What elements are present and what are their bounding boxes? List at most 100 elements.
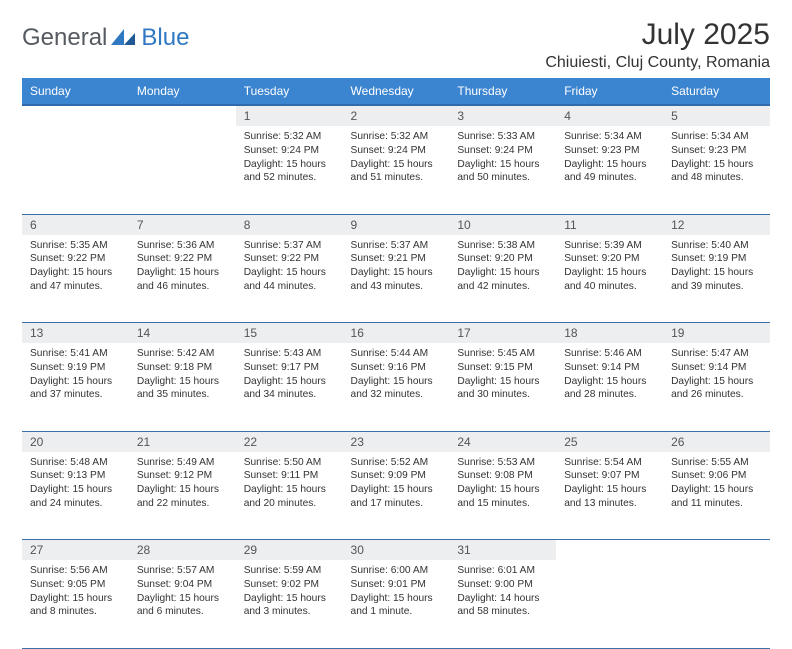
day-number — [556, 540, 663, 561]
daylight-text: Daylight: 15 hours and 51 minutes. — [351, 158, 442, 186]
day-cell: Sunrise: 5:53 AMSunset: 9:08 PMDaylight:… — [449, 452, 556, 540]
sunrise-text: Sunrise: 5:41 AM — [30, 347, 121, 361]
day-cell: Sunrise: 5:42 AMSunset: 9:18 PMDaylight:… — [129, 343, 236, 431]
day-cell-body: Sunrise: 5:46 AMSunset: 9:14 PMDaylight:… — [556, 343, 663, 408]
daynum-row: 12345 — [22, 105, 770, 126]
day-cell: Sunrise: 5:47 AMSunset: 9:14 PMDaylight:… — [663, 343, 770, 431]
day-cell-body: Sunrise: 5:34 AMSunset: 9:23 PMDaylight:… — [663, 126, 770, 191]
day-number: 12 — [663, 214, 770, 235]
sunset-text: Sunset: 9:19 PM — [30, 361, 121, 375]
sunset-text: Sunset: 9:14 PM — [564, 361, 655, 375]
calendar-table: Sunday Monday Tuesday Wednesday Thursday… — [22, 78, 770, 649]
sunset-text: Sunset: 9:09 PM — [351, 469, 442, 483]
day-cell: Sunrise: 5:32 AMSunset: 9:24 PMDaylight:… — [236, 126, 343, 214]
sunrise-text: Sunrise: 5:53 AM — [457, 456, 548, 470]
day-cell — [556, 560, 663, 648]
sunset-text: Sunset: 9:02 PM — [244, 578, 335, 592]
day-cell-body: Sunrise: 5:37 AMSunset: 9:22 PMDaylight:… — [236, 235, 343, 300]
brand-part2: Blue — [141, 24, 189, 52]
sunset-text: Sunset: 9:17 PM — [244, 361, 335, 375]
sunrise-text: Sunrise: 5:48 AM — [30, 456, 121, 470]
sunrise-text: Sunrise: 5:37 AM — [351, 239, 442, 253]
day-number — [129, 105, 236, 126]
sunrise-text: Sunrise: 5:34 AM — [671, 130, 762, 144]
sunset-text: Sunset: 9:20 PM — [564, 252, 655, 266]
sunset-text: Sunset: 9:24 PM — [457, 144, 548, 158]
week-row: Sunrise: 5:32 AMSunset: 9:24 PMDaylight:… — [22, 126, 770, 214]
daylight-text: Daylight: 15 hours and 8 minutes. — [30, 592, 121, 620]
day-number: 11 — [556, 214, 663, 235]
day-number: 27 — [22, 540, 129, 561]
daylight-text: Daylight: 15 hours and 39 minutes. — [671, 266, 762, 294]
sunset-text: Sunset: 9:19 PM — [671, 252, 762, 266]
day-number: 21 — [129, 431, 236, 452]
day-cell-body: Sunrise: 5:43 AMSunset: 9:17 PMDaylight:… — [236, 343, 343, 408]
sunset-text: Sunset: 9:16 PM — [351, 361, 442, 375]
daylight-text: Daylight: 15 hours and 44 minutes. — [244, 266, 335, 294]
week-row: Sunrise: 5:56 AMSunset: 9:05 PMDaylight:… — [22, 560, 770, 648]
sunset-text: Sunset: 9:01 PM — [351, 578, 442, 592]
day-cell-body: Sunrise: 5:41 AMSunset: 9:19 PMDaylight:… — [22, 343, 129, 408]
day-cell-body: Sunrise: 5:50 AMSunset: 9:11 PMDaylight:… — [236, 452, 343, 517]
sunrise-text: Sunrise: 5:40 AM — [671, 239, 762, 253]
sunset-text: Sunset: 9:24 PM — [351, 144, 442, 158]
day-cell-body: Sunrise: 5:32 AMSunset: 9:24 PMDaylight:… — [343, 126, 450, 191]
daylight-text: Daylight: 15 hours and 50 minutes. — [457, 158, 548, 186]
day-cell: Sunrise: 5:44 AMSunset: 9:16 PMDaylight:… — [343, 343, 450, 431]
day-number: 31 — [449, 540, 556, 561]
daynum-row: 6789101112 — [22, 214, 770, 235]
day-cell: Sunrise: 5:48 AMSunset: 9:13 PMDaylight:… — [22, 452, 129, 540]
day-cell — [22, 126, 129, 214]
sunrise-text: Sunrise: 5:55 AM — [671, 456, 762, 470]
sunset-text: Sunset: 9:18 PM — [137, 361, 228, 375]
sunrise-text: Sunrise: 5:32 AM — [244, 130, 335, 144]
day-cell: Sunrise: 6:00 AMSunset: 9:01 PMDaylight:… — [343, 560, 450, 648]
day-cell-body: Sunrise: 5:37 AMSunset: 9:21 PMDaylight:… — [343, 235, 450, 300]
col-tuesday: Tuesday — [236, 78, 343, 105]
week-row: Sunrise: 5:48 AMSunset: 9:13 PMDaylight:… — [22, 452, 770, 540]
day-number: 15 — [236, 323, 343, 344]
day-cell-body: Sunrise: 6:01 AMSunset: 9:00 PMDaylight:… — [449, 560, 556, 625]
day-number: 23 — [343, 431, 450, 452]
col-sunday: Sunday — [22, 78, 129, 105]
sunrise-text: Sunrise: 5:36 AM — [137, 239, 228, 253]
daylight-text: Daylight: 15 hours and 43 minutes. — [351, 266, 442, 294]
daylight-text: Daylight: 15 hours and 1 minute. — [351, 592, 442, 620]
sunset-text: Sunset: 9:14 PM — [671, 361, 762, 375]
sunrise-text: Sunrise: 5:42 AM — [137, 347, 228, 361]
day-cell-body: Sunrise: 5:35 AMSunset: 9:22 PMDaylight:… — [22, 235, 129, 300]
day-cell: Sunrise: 5:40 AMSunset: 9:19 PMDaylight:… — [663, 235, 770, 323]
day-cell — [129, 126, 236, 214]
day-number: 24 — [449, 431, 556, 452]
daylight-text: Daylight: 15 hours and 22 minutes. — [137, 483, 228, 511]
col-thursday: Thursday — [449, 78, 556, 105]
sunset-text: Sunset: 9:20 PM — [457, 252, 548, 266]
brand-mark-icon — [111, 27, 137, 50]
day-cell: Sunrise: 5:37 AMSunset: 9:21 PMDaylight:… — [343, 235, 450, 323]
col-friday: Friday — [556, 78, 663, 105]
sunrise-text: Sunrise: 5:54 AM — [564, 456, 655, 470]
day-cell-body: Sunrise: 5:54 AMSunset: 9:07 PMDaylight:… — [556, 452, 663, 517]
daylight-text: Daylight: 15 hours and 15 minutes. — [457, 483, 548, 511]
day-cell-body: Sunrise: 5:55 AMSunset: 9:06 PMDaylight:… — [663, 452, 770, 517]
day-number: 13 — [22, 323, 129, 344]
sunrise-text: Sunrise: 6:00 AM — [351, 564, 442, 578]
daylight-text: Daylight: 15 hours and 52 minutes. — [244, 158, 335, 186]
day-cell: Sunrise: 5:38 AMSunset: 9:20 PMDaylight:… — [449, 235, 556, 323]
sunrise-text: Sunrise: 5:33 AM — [457, 130, 548, 144]
daynum-row: 20212223242526 — [22, 431, 770, 452]
day-cell-body: Sunrise: 5:36 AMSunset: 9:22 PMDaylight:… — [129, 235, 236, 300]
col-wednesday: Wednesday — [343, 78, 450, 105]
daylight-text: Daylight: 15 hours and 37 minutes. — [30, 375, 121, 403]
day-number — [663, 540, 770, 561]
day-header-row: Sunday Monday Tuesday Wednesday Thursday… — [22, 78, 770, 105]
brand-logo: General Blue — [22, 18, 189, 52]
day-cell-body: Sunrise: 5:57 AMSunset: 9:04 PMDaylight:… — [129, 560, 236, 625]
day-number: 1 — [236, 105, 343, 126]
day-number: 5 — [663, 105, 770, 126]
day-cell: Sunrise: 5:43 AMSunset: 9:17 PMDaylight:… — [236, 343, 343, 431]
day-cell: Sunrise: 5:32 AMSunset: 9:24 PMDaylight:… — [343, 126, 450, 214]
day-number: 4 — [556, 105, 663, 126]
daylight-text: Daylight: 15 hours and 32 minutes. — [351, 375, 442, 403]
daylight-text: Daylight: 15 hours and 3 minutes. — [244, 592, 335, 620]
